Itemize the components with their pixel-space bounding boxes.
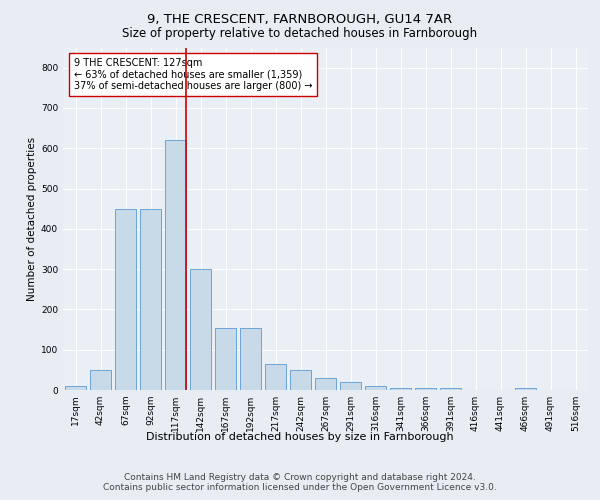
Bar [140,208,161,390]
Text: 9, THE CRESCENT, FARNBOROUGH, GU14 7AR: 9, THE CRESCENT, FARNBOROUGH, GU14 7AR [148,12,452,26]
Bar [190,269,211,390]
Bar [440,388,461,390]
Bar [365,386,386,390]
Bar [165,140,186,390]
Bar [415,388,436,390]
Bar [390,388,411,390]
Bar [65,386,86,390]
Bar [340,382,361,390]
Bar [515,388,536,390]
Bar [265,364,286,390]
Bar [290,370,311,390]
Text: 9 THE CRESCENT: 127sqm
← 63% of detached houses are smaller (1,359)
37% of semi-: 9 THE CRESCENT: 127sqm ← 63% of detached… [74,58,312,91]
Text: Distribution of detached houses by size in Farnborough: Distribution of detached houses by size … [146,432,454,442]
Bar [240,328,261,390]
Text: Contains HM Land Registry data © Crown copyright and database right 2024.
Contai: Contains HM Land Registry data © Crown c… [103,472,497,492]
Text: Size of property relative to detached houses in Farnborough: Size of property relative to detached ho… [122,28,478,40]
Bar [115,208,136,390]
Bar [90,370,111,390]
Bar [315,378,336,390]
Y-axis label: Number of detached properties: Number of detached properties [27,136,37,301]
Bar [215,328,236,390]
